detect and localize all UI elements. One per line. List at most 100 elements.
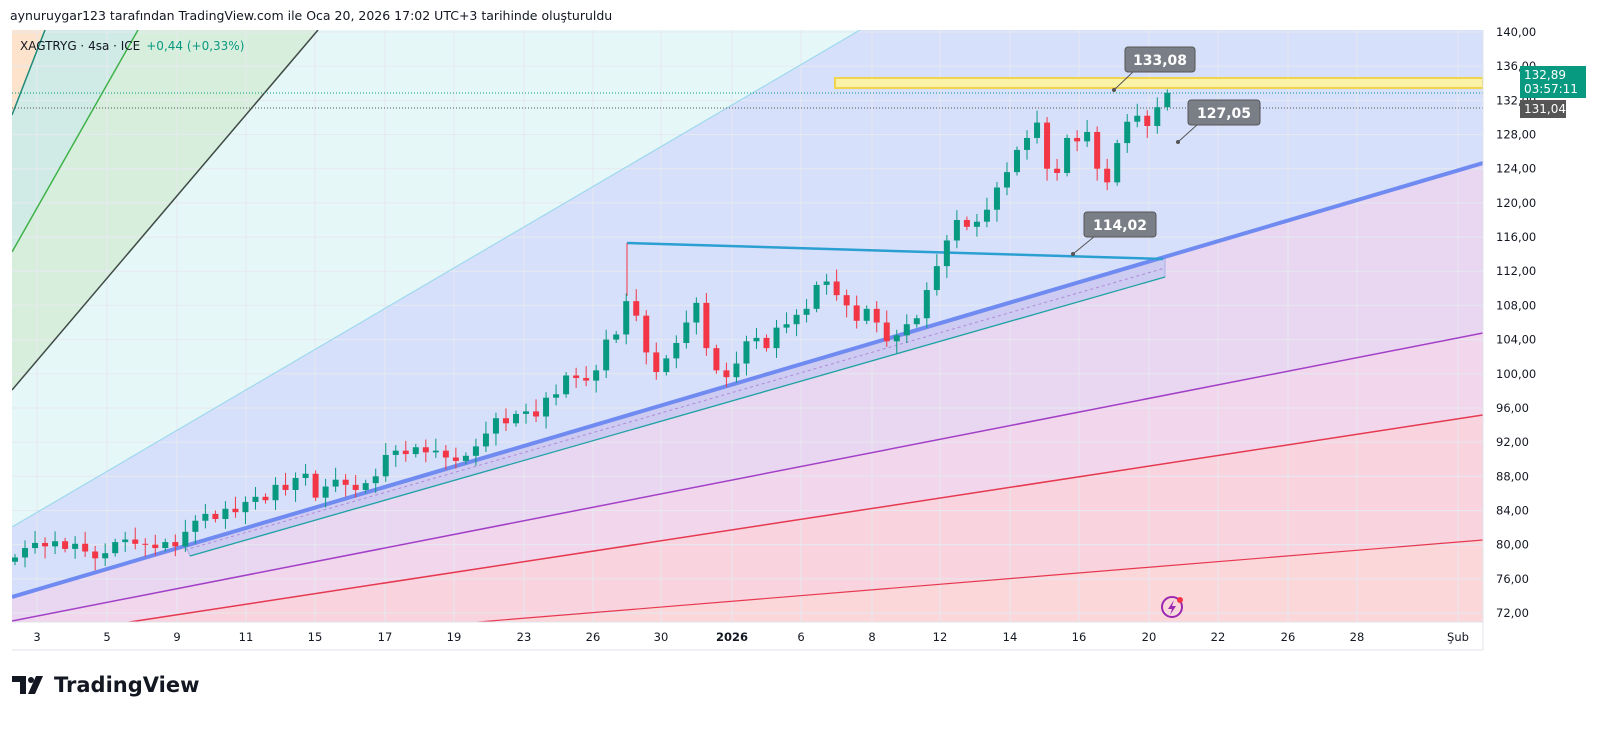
candle xyxy=(783,312,790,334)
candle-body xyxy=(633,301,640,316)
symbol-label[interactable]: XAGTRYG · 4sa · ICE xyxy=(20,39,141,53)
candle-body xyxy=(663,358,670,373)
candle-body xyxy=(573,375,580,379)
callout-top[interactable]: 133,08 xyxy=(1112,46,1196,92)
price-tick: 124,00 xyxy=(1496,162,1536,176)
candle xyxy=(422,439,429,463)
candle xyxy=(963,216,970,231)
candle-body xyxy=(903,324,910,336)
candle xyxy=(352,475,359,498)
time-tick: Şub xyxy=(1447,630,1469,644)
callout-mid[interactable]: 114,02 xyxy=(1071,211,1157,256)
change-label: +0,44 (+0,33%) xyxy=(146,39,245,53)
candle-body xyxy=(422,447,429,453)
candle xyxy=(713,344,720,374)
candle-body xyxy=(873,308,880,323)
candle xyxy=(623,293,630,345)
fib-zone-lightred xyxy=(12,540,1483,622)
candle-body xyxy=(803,308,810,315)
candle-body xyxy=(553,394,560,398)
candle xyxy=(1044,117,1051,181)
candle-body xyxy=(212,513,219,520)
candle-body xyxy=(312,473,319,498)
candle-body xyxy=(763,337,770,349)
candle-body xyxy=(943,240,950,267)
candle xyxy=(1014,146,1020,176)
time-tick: 2026 xyxy=(716,630,748,644)
candle xyxy=(933,254,940,296)
candle-body xyxy=(773,327,780,349)
bar-countdown: 03:57:11 xyxy=(1524,82,1578,96)
candle-body xyxy=(613,334,620,340)
candle xyxy=(502,408,509,432)
candle xyxy=(793,309,800,337)
candle xyxy=(923,282,930,329)
price-tick: 116,00 xyxy=(1496,230,1536,244)
candle xyxy=(42,537,49,559)
candle-body xyxy=(462,455,469,461)
candle xyxy=(863,305,870,325)
candle-body xyxy=(793,314,800,325)
time-tick: 26 xyxy=(586,630,601,644)
candle xyxy=(12,554,18,566)
candle-body xyxy=(1024,137,1031,150)
candle-body xyxy=(703,302,710,349)
attribution-text: aynuruygar123 tarafından TradingView.com… xyxy=(10,8,613,23)
tradingview-logo[interactable]: TradingView xyxy=(12,673,199,697)
candle-body xyxy=(713,348,720,371)
resistance-zone xyxy=(834,77,1483,89)
callout-right[interactable]: 127,05 xyxy=(1176,99,1261,144)
time-tick: 19 xyxy=(447,630,462,644)
candle-body xyxy=(513,413,519,424)
candle xyxy=(152,534,159,556)
candle-body xyxy=(492,418,499,434)
candle-body xyxy=(242,501,249,513)
candle-body xyxy=(332,479,339,487)
time-tick: 28 xyxy=(1350,630,1365,644)
candle-body xyxy=(913,318,920,325)
candle-body xyxy=(1003,172,1010,188)
candle xyxy=(743,335,750,376)
candle-body xyxy=(32,542,39,549)
candle-body xyxy=(993,187,1000,210)
candle xyxy=(1144,110,1151,138)
candle xyxy=(1134,103,1141,128)
price-tick: 108,00 xyxy=(1496,298,1536,312)
candle xyxy=(653,342,660,380)
candle-body xyxy=(983,209,990,222)
symbol-legend: XAGTRYG · 4sa · ICE +0,44 (+0,33%) xyxy=(20,39,244,53)
callout-top-label: 133,08 xyxy=(1133,53,1187,69)
price-tick: 76,00 xyxy=(1496,572,1529,586)
candle xyxy=(603,329,610,379)
candle xyxy=(442,445,449,470)
candle xyxy=(212,510,219,523)
time-tick: 9 xyxy=(173,630,180,644)
candle-body xyxy=(112,542,119,554)
candle xyxy=(583,366,590,387)
candle-body xyxy=(282,484,289,490)
candle-body xyxy=(22,548,29,558)
candle-body xyxy=(933,266,940,291)
candle xyxy=(272,477,279,511)
last-price: 132,89 xyxy=(1524,68,1566,82)
candle-body xyxy=(1054,168,1061,173)
candle-body xyxy=(482,433,489,447)
candle-body xyxy=(843,295,850,306)
candle-body xyxy=(372,476,379,484)
candle xyxy=(232,496,239,518)
candle-body xyxy=(222,508,229,520)
candle xyxy=(683,310,690,349)
candle xyxy=(22,540,29,568)
candle-body xyxy=(382,454,389,477)
time-tick: 8 xyxy=(868,630,875,644)
candle-body xyxy=(142,543,149,545)
lightning-icon[interactable] xyxy=(1161,596,1183,618)
candle xyxy=(753,328,760,349)
candle xyxy=(633,289,640,322)
candle-body xyxy=(322,486,329,498)
time-axis[interactable]: 3 5 9 11 15 17 19 23 26 30 2026 6 8 12 14 16 20 22 26 28 Şub xyxy=(33,630,1469,644)
candle-body xyxy=(1104,168,1111,183)
time-tick: 22 xyxy=(1211,630,1226,644)
candle-body xyxy=(262,496,269,501)
